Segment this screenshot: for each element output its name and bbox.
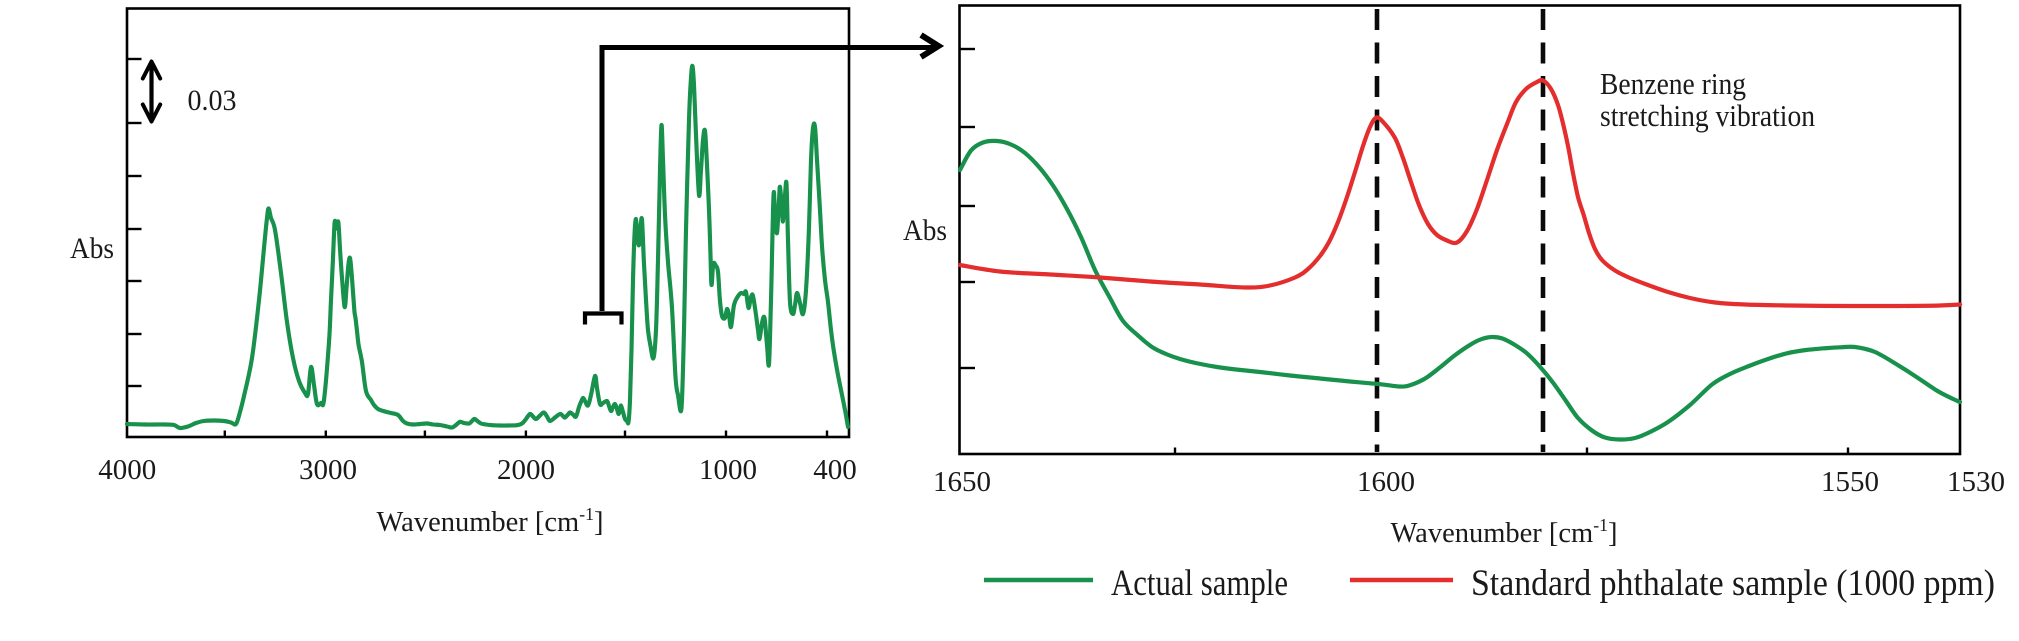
svg-text:1530: 1530 (1947, 466, 2005, 498)
svg-text:1000: 1000 (699, 454, 757, 486)
svg-text:Actual sample: Actual sample (1111, 563, 1288, 604)
svg-text:stretching vibration: stretching vibration (1600, 98, 1815, 133)
svg-text:Wavenumber [cm-1]: Wavenumber [cm-1] (1391, 515, 1618, 549)
svg-text:3000: 3000 (299, 454, 357, 486)
svg-text:400: 400 (813, 454, 857, 486)
svg-text:0.03: 0.03 (188, 84, 237, 117)
svg-text:Abs: Abs (70, 232, 114, 265)
svg-text:Wavenumber [cm-1]: Wavenumber [cm-1] (377, 504, 604, 538)
svg-text:1600: 1600 (1357, 466, 1415, 498)
svg-text:1550: 1550 (1821, 466, 1879, 498)
svg-text:4000: 4000 (98, 454, 156, 486)
svg-text:Standard phthalate sample (100: Standard phthalate sample (1000 ppm) (1471, 563, 1995, 604)
svg-text:2000: 2000 (497, 454, 555, 486)
svg-text:1650: 1650 (933, 466, 991, 498)
svg-text:Abs: Abs (903, 214, 947, 247)
svg-text:Benzene ring: Benzene ring (1600, 66, 1746, 101)
